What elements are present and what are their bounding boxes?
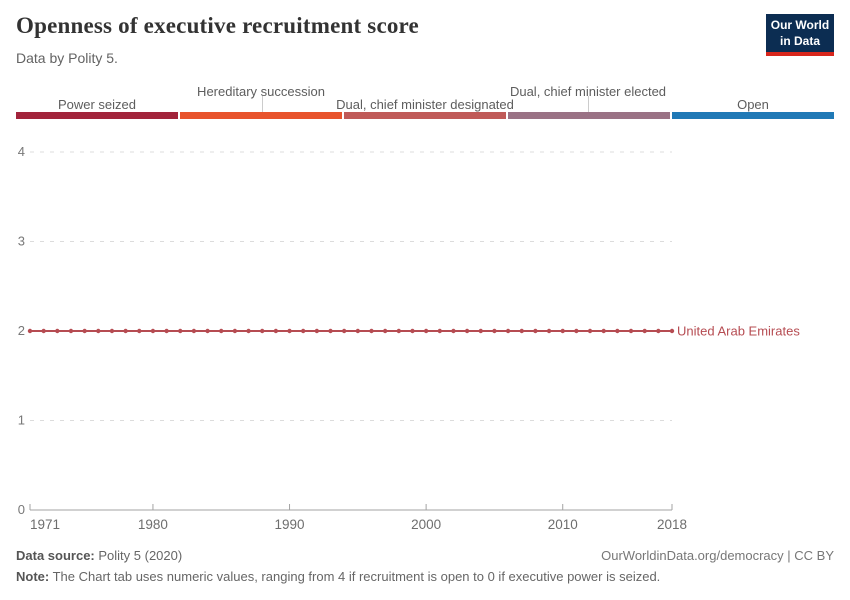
x-tick-label: 2000 (411, 517, 441, 532)
data-point (560, 328, 565, 334)
data-point (55, 328, 60, 334)
owid-logo-line1: Our World (770, 18, 830, 32)
data-point (246, 328, 251, 334)
page-title: Openness of executive recruitment score (16, 13, 419, 38)
data-point (601, 328, 606, 334)
data-point (628, 328, 634, 334)
legend-label-hereditary-succession: Hereditary succession (197, 84, 325, 99)
x-tick-label: 1990 (275, 517, 305, 532)
chart-subtitle: Data by Polity 5. (16, 50, 118, 66)
x-tick-label: 2018 (657, 517, 687, 532)
data-point (587, 328, 593, 334)
data-point (232, 328, 238, 334)
chart-note: Note: The Chart tab uses numeric values,… (16, 569, 834, 584)
data-point (396, 328, 402, 334)
legend-label-dual-designated: Dual, chief minister designated (336, 97, 514, 112)
data-point (164, 328, 169, 334)
y-tick-label: 3 (18, 234, 25, 249)
legend-color-bar (16, 112, 834, 119)
note-label: Note: (16, 569, 50, 584)
legend-connector-tick (588, 96, 589, 112)
legend-segment-dual-elected (508, 112, 670, 119)
data-point (505, 328, 511, 334)
legend-segment-hereditary-succession (180, 112, 342, 119)
data-point (341, 328, 347, 334)
data-point (287, 328, 292, 334)
data-point (300, 328, 306, 334)
data-point (178, 328, 183, 334)
data-point (464, 328, 470, 334)
legend-label-open: Open (737, 97, 769, 112)
data-point (355, 328, 361, 334)
legend-segment-dual-designated (344, 112, 506, 119)
data-point (642, 328, 647, 334)
data-point (137, 328, 142, 334)
data-point (109, 328, 115, 334)
data-point (96, 328, 101, 334)
data-point (519, 328, 524, 334)
x-tick-label: 1980 (138, 517, 168, 532)
data-source: Data source: Polity 5 (2020) (16, 548, 182, 563)
data-point (478, 328, 483, 334)
y-tick-label: 4 (18, 144, 25, 159)
data-point (328, 328, 333, 334)
legend-connector-tick (262, 96, 263, 112)
data-point (82, 328, 87, 334)
data-point (656, 328, 661, 334)
data-point (219, 328, 224, 334)
legend-segment-open (672, 112, 834, 119)
legend-segment-power-seized (16, 112, 178, 119)
data-point (273, 328, 279, 334)
data-point (314, 328, 320, 334)
note-text: The Chart tab uses numeric values, rangi… (52, 569, 661, 584)
data-point (27, 328, 33, 334)
y-tick-label: 1 (18, 413, 25, 428)
data-point (123, 328, 128, 334)
x-tick-label: 1971 (30, 517, 60, 532)
data-point (451, 328, 456, 334)
data-point (669, 328, 675, 334)
data-point (150, 328, 156, 334)
y-tick-label: 0 (18, 502, 25, 517)
data-point (574, 328, 579, 334)
data-point (492, 328, 497, 334)
owid-link[interactable]: OurWorldinData.org/democracy | CC BY (601, 548, 834, 563)
data-point (615, 328, 620, 334)
legend-label-dual-elected: Dual, chief minister elected (509, 84, 667, 99)
data-point (191, 328, 197, 334)
data-point (437, 328, 442, 334)
data-point (423, 328, 429, 334)
data-point (410, 328, 415, 334)
data-point (68, 328, 74, 334)
owid-logo[interactable]: Our World in Data (766, 14, 834, 57)
y-tick-label: 2 (18, 323, 25, 338)
legend-label-power-seized: Power seized (57, 97, 137, 112)
data-point (41, 328, 46, 334)
data-point (546, 328, 552, 334)
data-source-value: Polity 5 (2020) (98, 548, 183, 563)
data-point (382, 328, 388, 334)
owid-logo-line2: in Data (779, 33, 820, 48)
data-point (369, 328, 374, 334)
x-tick-label: 2010 (548, 517, 578, 532)
data-point (260, 328, 265, 334)
data-point (533, 328, 538, 334)
data-source-label: Data source: (16, 548, 95, 563)
series-label: United Arab Emirates (677, 324, 800, 339)
data-point (205, 328, 210, 334)
